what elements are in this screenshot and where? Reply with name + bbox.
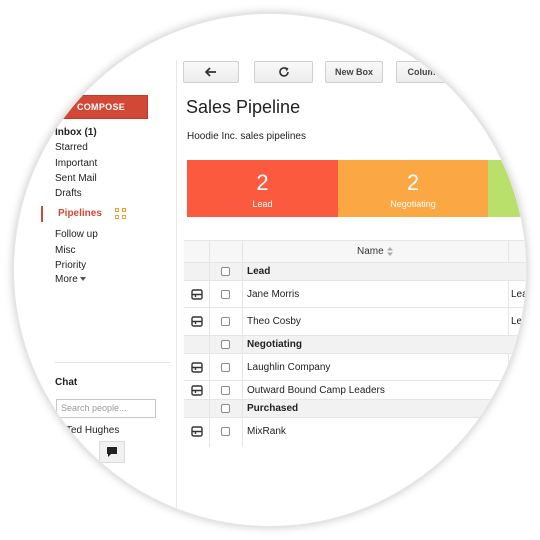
stage-card-negotiating[interactable]: 2 Negotiating — [338, 160, 488, 217]
sidebar-item-follow-up[interactable]: Follow up — [55, 229, 98, 240]
sidebar-item-inbox[interactable]: Inbox (1) — [55, 127, 97, 138]
refresh-icon — [278, 67, 289, 77]
stage-label: Negotiating — [390, 199, 436, 209]
sidebar-item-important[interactable]: Important — [55, 158, 98, 169]
group-row-negotiating[interactable]: Negotiating — [184, 335, 526, 353]
stage-card-lead[interactable]: 2 Lead — [187, 160, 338, 217]
box-icon[interactable] — [191, 385, 203, 396]
circular-frame: New Box Column... COMPOSE Inbox (1) Star… — [14, 14, 526, 526]
sidebar-item-drafts[interactable]: Drafts — [55, 188, 82, 199]
sidebar-item-misc[interactable]: Misc — [55, 245, 76, 256]
table-row[interactable]: Jane Morris Lea — [184, 280, 526, 307]
back-arrow-icon — [205, 67, 216, 77]
row-name: Theo Cosby — [247, 316, 301, 327]
stage-card-next[interactable] — [488, 160, 526, 217]
compose-button[interactable]: COMPOSE — [42, 95, 148, 119]
row-name: Jane Morris — [247, 289, 300, 300]
sidebar-item-pipelines[interactable]: Pipelines — [58, 208, 102, 219]
new-box-button[interactable]: New Box — [325, 61, 383, 83]
sidebar-item-sent-mail[interactable]: Sent Mail — [55, 173, 97, 184]
chat-title: Chat — [55, 377, 78, 388]
more-label: More — [55, 274, 78, 285]
group-label: Purchased — [247, 403, 299, 414]
row-stage: Le — [511, 316, 523, 327]
chat-search-input[interactable]: Search people... — [56, 399, 156, 418]
columns-button[interactable]: Column... — [396, 61, 460, 83]
back-button[interactable] — [183, 61, 239, 83]
group-row-purchased[interactable]: Purchased — [184, 399, 526, 417]
row-checkbox[interactable] — [221, 290, 230, 299]
stage-count: 2 — [406, 170, 420, 195]
stage-label: Lead — [252, 199, 273, 209]
row-name: Laughlin Company — [247, 362, 331, 373]
chevron-down-icon — [79, 277, 86, 282]
row-name: Outward Bound Camp Leaders — [247, 385, 385, 396]
sidebar-divider — [55, 362, 171, 363]
sidebar-item-starred[interactable]: Starred — [55, 142, 88, 153]
app-window: New Box Column... COMPOSE Inbox (1) Star… — [14, 14, 526, 526]
row-checkbox[interactable] — [221, 363, 230, 372]
group-label: Negotiating — [247, 339, 302, 350]
group-checkbox[interactable] — [221, 404, 230, 413]
name-column-header[interactable]: Name — [357, 246, 393, 257]
box-icon[interactable] — [191, 316, 203, 327]
box-icon[interactable] — [191, 426, 203, 437]
box-icon[interactable] — [191, 289, 203, 300]
row-checkbox[interactable] — [221, 427, 230, 436]
group-row-lead[interactable]: Lead — [184, 262, 526, 280]
group-checkbox[interactable] — [221, 340, 230, 349]
group-label: Lead — [247, 266, 271, 277]
page-subtitle: Hoodie Inc. sales pipelines — [187, 131, 306, 142]
pipelines-grid-icon[interactable] — [115, 208, 129, 221]
row-name: MixRank — [247, 426, 286, 437]
sidebar-item-more[interactable]: More — [55, 274, 86, 285]
row-stage: Lea — [511, 289, 526, 300]
box-icon[interactable] — [191, 362, 203, 373]
content-divider — [176, 60, 177, 526]
chat-contact[interactable]: Ted Hughes — [66, 425, 120, 436]
table-row[interactable]: Outward Bound Camp Leaders — [184, 380, 526, 399]
active-indicator — [41, 206, 43, 222]
table-row[interactable]: MixRank — [184, 417, 526, 447]
row-checkbox[interactable] — [221, 386, 230, 395]
row-checkbox[interactable] — [221, 317, 230, 326]
sidebar-item-priority[interactable]: Priority — [55, 260, 87, 271]
table-header: Name — [184, 240, 526, 262]
stage-count: 2 — [256, 170, 269, 195]
chat-button[interactable] — [99, 441, 125, 463]
sort-icon — [386, 246, 393, 256]
refresh-button[interactable] — [254, 61, 313, 83]
group-checkbox[interactable] — [221, 267, 230, 276]
table-row[interactable]: Theo Cosby Le — [184, 307, 526, 335]
table-row[interactable]: Laughlin Company — [184, 353, 526, 380]
page-title: Sales Pipeline — [186, 97, 301, 117]
name-header-label: Name — [357, 246, 384, 257]
chat-bubble-icon — [107, 447, 117, 457]
toolbar: New Box Column... — [14, 14, 526, 97]
